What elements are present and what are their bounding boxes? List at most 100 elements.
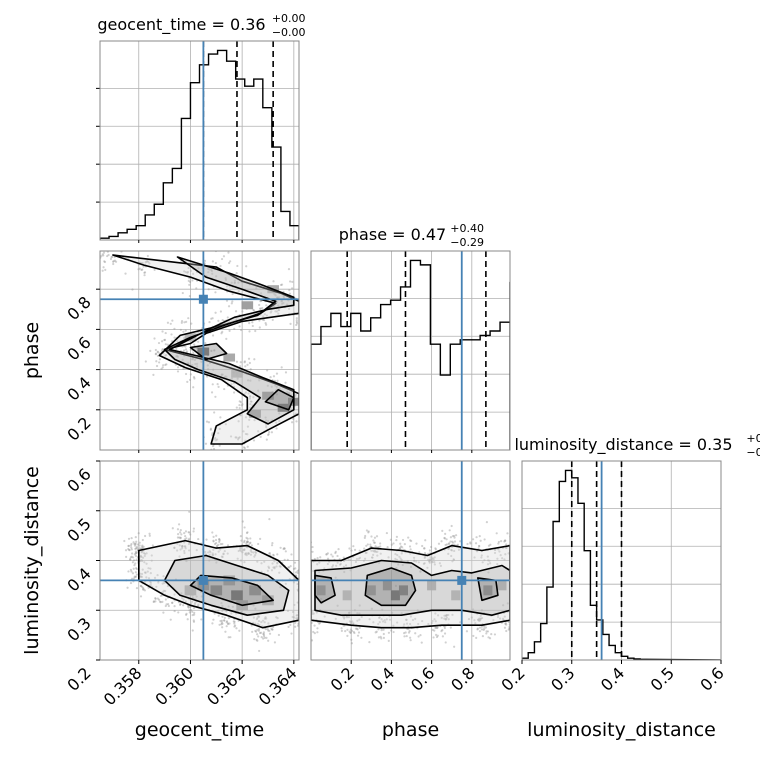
scatter-point bbox=[304, 593, 306, 595]
scatter-point bbox=[113, 242, 115, 244]
scatter-point bbox=[377, 628, 380, 631]
scatter-point bbox=[127, 544, 131, 548]
scatter-point bbox=[245, 541, 249, 544]
scatter-point bbox=[496, 615, 500, 619]
x-tick-label: 0.2 bbox=[497, 663, 528, 694]
scatter-point bbox=[127, 537, 131, 540]
scatter-point bbox=[356, 619, 359, 622]
scatter-point bbox=[193, 611, 196, 614]
scatter-point bbox=[349, 621, 353, 624]
scatter-point bbox=[342, 617, 346, 620]
scatter-point bbox=[229, 260, 232, 263]
scatter-point bbox=[292, 581, 296, 584]
scatter-point bbox=[132, 559, 136, 562]
scatter-point bbox=[183, 321, 186, 324]
scatter-point bbox=[524, 558, 526, 560]
scatter-point bbox=[229, 435, 233, 438]
scatter-point bbox=[214, 455, 216, 457]
scatter-point bbox=[177, 611, 180, 614]
scatter-point bbox=[431, 561, 434, 564]
scatter-point bbox=[299, 419, 301, 421]
scatter-point bbox=[467, 617, 471, 621]
scatter-point bbox=[370, 549, 373, 552]
scatter-point bbox=[301, 556, 303, 558]
scatter-point bbox=[483, 559, 486, 562]
scatter-point bbox=[414, 632, 417, 635]
x-tick-label: 0.4 bbox=[597, 663, 628, 694]
scatter-point bbox=[473, 619, 476, 622]
scatter-point bbox=[522, 605, 524, 607]
scatter-point bbox=[304, 604, 306, 606]
scatter-point bbox=[251, 321, 254, 324]
scatter-point bbox=[267, 566, 271, 570]
scatter-point bbox=[284, 371, 288, 374]
scatter-point bbox=[260, 636, 263, 639]
scatter-point bbox=[412, 556, 416, 559]
scatter-point bbox=[382, 636, 386, 639]
scatter-point bbox=[428, 560, 431, 563]
scatter-point bbox=[377, 561, 381, 564]
scatter-point bbox=[127, 544, 130, 548]
scatter-point bbox=[269, 376, 272, 379]
scatter-point bbox=[369, 543, 372, 546]
scatter-point bbox=[186, 270, 190, 274]
scatter-point bbox=[439, 564, 443, 567]
scatter-point bbox=[306, 561, 308, 563]
scatter-point bbox=[144, 261, 147, 264]
scatter-point bbox=[112, 262, 115, 266]
scatter-point bbox=[258, 649, 261, 653]
scatter-point bbox=[141, 544, 144, 547]
scatter-point bbox=[134, 554, 138, 558]
scatter-point bbox=[379, 552, 382, 555]
scatter-point bbox=[218, 427, 221, 431]
scatter-point bbox=[336, 604, 339, 607]
scatter-point bbox=[423, 556, 426, 560]
scatter-point bbox=[378, 616, 381, 619]
scatter-point bbox=[215, 542, 218, 545]
scatter-point bbox=[301, 620, 303, 622]
scatter-point bbox=[223, 619, 226, 622]
scatter-point bbox=[276, 616, 279, 620]
scatter-point bbox=[423, 562, 426, 565]
scatter-point bbox=[270, 569, 274, 572]
scatter-point bbox=[189, 280, 192, 284]
scatter-point bbox=[438, 562, 441, 565]
scatter-point bbox=[211, 451, 213, 453]
scatter-point bbox=[164, 343, 167, 346]
scatter-point bbox=[337, 548, 340, 551]
scatter-point bbox=[163, 581, 166, 585]
scatter-point bbox=[191, 629, 194, 632]
scatter-point bbox=[504, 553, 507, 556]
scatter-point bbox=[246, 445, 249, 448]
scatter-point bbox=[432, 558, 435, 561]
scatter-point bbox=[239, 559, 243, 562]
scatter-point bbox=[306, 560, 308, 562]
scatter-point bbox=[189, 608, 193, 612]
scatter-point bbox=[259, 307, 262, 310]
scatter-point bbox=[289, 322, 292, 325]
scatter-point bbox=[287, 566, 290, 569]
scatter-point bbox=[381, 608, 384, 611]
scatter-point bbox=[518, 530, 520, 532]
scatter-point bbox=[334, 617, 337, 620]
scatter-point bbox=[375, 630, 378, 633]
scatter-point bbox=[193, 358, 197, 362]
scatter-point bbox=[245, 542, 248, 545]
scatter-point bbox=[300, 611, 302, 613]
scatter-point bbox=[259, 300, 262, 303]
scatter-point bbox=[242, 541, 246, 544]
scatter-point bbox=[410, 539, 413, 543]
scatter-point bbox=[503, 615, 506, 618]
scatter-point bbox=[154, 600, 157, 603]
scatter-point bbox=[263, 617, 266, 620]
scatter-point bbox=[476, 628, 479, 631]
density-cell bbox=[398, 585, 408, 596]
scatter-point bbox=[353, 548, 357, 551]
scatter-point bbox=[436, 626, 439, 630]
scatter-point bbox=[413, 559, 416, 562]
scatter-point bbox=[225, 621, 228, 624]
scatter-point bbox=[296, 614, 299, 617]
scatter-point bbox=[218, 444, 221, 447]
scatter-point bbox=[247, 543, 250, 546]
scatter-point bbox=[182, 330, 185, 333]
